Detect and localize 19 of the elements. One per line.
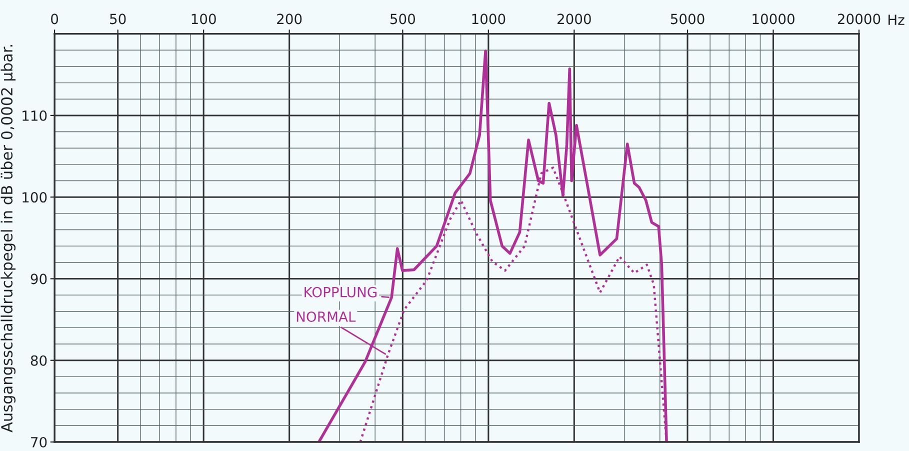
y-tick-label: 70 — [31, 436, 47, 448]
x-tick-label: 0 — [51, 14, 58, 24]
y-tick-label: 110 — [22, 110, 47, 121]
legend-label: KOPPLUNG — [304, 286, 377, 298]
y-tick-label: 80 — [30, 355, 47, 366]
x-tick-label: 2000 — [558, 14, 591, 24]
x-axis-title: Hz — [888, 14, 904, 25]
y-axis-title: Ausgangsschalldruckpegel in dB über 0,0002 μbar. — [0, 44, 16, 432]
y-tick-label: 90 — [30, 274, 47, 284]
text: NORMAL — [296, 311, 356, 322]
x-tick-label: 20000 — [838, 14, 880, 24]
x-tick-label: 500 — [390, 14, 416, 24]
x-tick-label: 100 — [192, 14, 216, 24]
x-tick-label: 1000 — [472, 14, 506, 24]
y-tick-label: 100 — [22, 192, 47, 203]
x-tick-label: 50 — [110, 14, 126, 24]
x-tick-label: 200 — [277, 14, 302, 24]
x-tick-label: 5000 — [670, 14, 704, 24]
x-tick-label: 10000 — [752, 14, 794, 24]
